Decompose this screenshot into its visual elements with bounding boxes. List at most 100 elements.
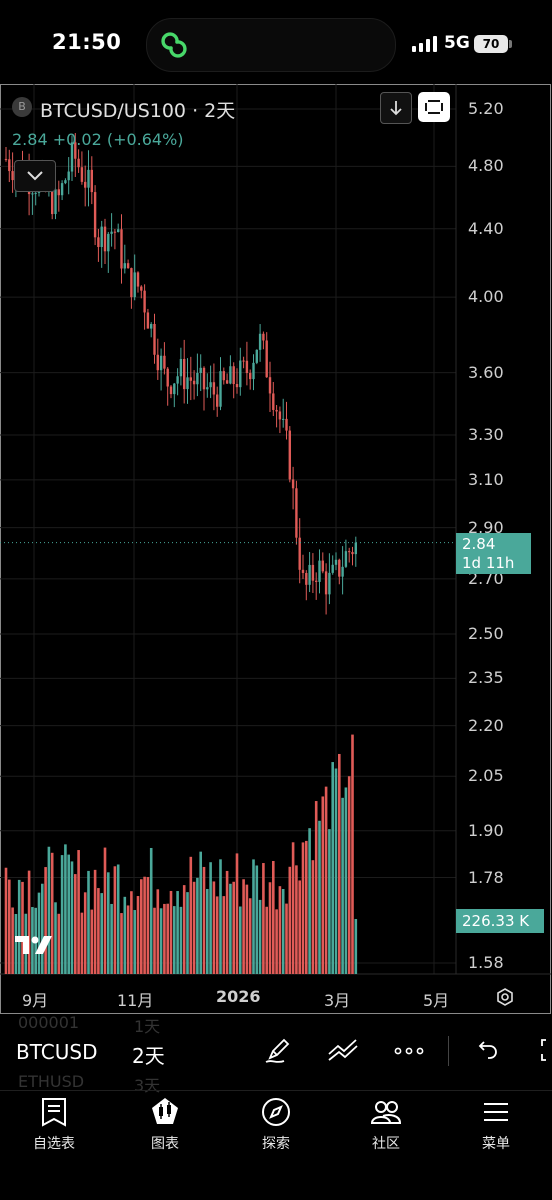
- trend-lines-icon[interactable]: [326, 1034, 360, 1066]
- volume-bar: [113, 866, 117, 974]
- candle-body: [183, 358, 186, 390]
- volume-bar: [11, 907, 14, 974]
- candle-body: [103, 226, 107, 252]
- chart-settings-icon[interactable]: [494, 986, 516, 1008]
- volume-bar: [169, 890, 173, 974]
- volume-bar: [311, 860, 315, 974]
- candle-body: [199, 367, 202, 373]
- link-rings-icon: [161, 32, 187, 58]
- candle-body: [334, 559, 338, 565]
- volume-bar: [242, 879, 245, 974]
- battery-tip: [509, 40, 512, 48]
- candle-body: [324, 571, 328, 595]
- scroll-to-latest-button[interactable]: [380, 92, 412, 124]
- more-icon[interactable]: [392, 1034, 426, 1066]
- volume-bar: [87, 870, 90, 974]
- dynamic-island: [146, 18, 396, 72]
- symbol-title[interactable]: BTCUSD/US100 · 2天: [40, 100, 236, 122]
- candle-body: [4, 158, 8, 160]
- volume-bar: [159, 908, 163, 974]
- candle-body: [196, 372, 199, 385]
- volume-bar: [153, 907, 156, 974]
- volume-bar: [272, 861, 275, 974]
- volume-bar: [133, 910, 136, 974]
- interval-selector[interactable]: 2天: [132, 1044, 165, 1068]
- candle-body: [136, 272, 140, 287]
- candle-body: [189, 377, 192, 381]
- undo-icon[interactable]: [472, 1034, 500, 1066]
- y-axis-label: 1.58: [468, 953, 504, 972]
- volume-bar: [173, 906, 176, 974]
- candle-body: [8, 159, 11, 172]
- volume-bar: [179, 906, 183, 974]
- price-chart[interactable]: [0, 84, 552, 1014]
- y-axis-label: 5.20: [468, 99, 504, 118]
- candle-body: [278, 411, 282, 420]
- nav-item-watchlist[interactable]: 自选表: [14, 1094, 94, 1158]
- x-axis-label: 3月: [324, 991, 351, 1010]
- volume-bar: [308, 828, 311, 974]
- candle-body: [328, 572, 331, 595]
- volume-bar: [206, 888, 209, 974]
- volume-bar: [288, 866, 292, 974]
- candle-body: [301, 569, 305, 573]
- y-axis-label: 2.20: [468, 715, 504, 735]
- battery-level: 70: [474, 35, 508, 53]
- y-axis-label: 2.05: [468, 766, 504, 786]
- volume-bar: [4, 867, 8, 974]
- fullscreen-button[interactable]: [418, 92, 450, 122]
- candle-body: [338, 559, 341, 577]
- volume-bar: [301, 842, 305, 974]
- collapse-legend-button[interactable]: [14, 160, 56, 192]
- nav-label-watchlist: 自选表: [33, 1136, 75, 1152]
- candle-body: [57, 189, 60, 196]
- candle-body: [341, 566, 344, 577]
- volume-bar: [70, 861, 74, 974]
- volume-bar: [255, 865, 259, 974]
- x-axis-label: 11月: [117, 991, 154, 1010]
- symbol-selector[interactable]: BTCUSD: [16, 1040, 98, 1064]
- watchlist-icon: [42, 1098, 66, 1127]
- volume-bar: [248, 898, 252, 974]
- nav-item-community[interactable]: 社区: [346, 1094, 426, 1158]
- nav-item-explore[interactable]: 探索: [236, 1094, 316, 1158]
- volume-bar: [196, 877, 199, 974]
- candle-body: [295, 488, 298, 538]
- volume-bar: [47, 846, 51, 974]
- volume-bar: [60, 855, 64, 974]
- candle-body: [212, 382, 216, 395]
- nav-item-menu[interactable]: 菜单: [456, 1094, 536, 1158]
- fullscreen-icon[interactable]: [532, 1034, 552, 1066]
- volume-bar: [120, 913, 123, 974]
- candle-body: [126, 263, 130, 269]
- candle-body: [308, 564, 311, 585]
- volume-bar: [93, 869, 97, 974]
- volume-bar: [146, 877, 150, 974]
- candle-body: [275, 409, 278, 412]
- candle-body: [133, 272, 136, 298]
- candle-body: [255, 349, 258, 363]
- candle-body: [93, 192, 97, 238]
- candle-body: [268, 377, 272, 394]
- volume-bar: [341, 797, 344, 974]
- volume-bar: [285, 903, 288, 974]
- volume-bar: [156, 889, 160, 974]
- last-price-value: 2.84: [462, 535, 496, 553]
- tradingview-logo-icon[interactable]: [14, 934, 60, 956]
- nav-label-chart: 图表: [151, 1136, 179, 1152]
- candle-body: [64, 180, 67, 184]
- volume-tag: 226.33 K: [456, 909, 544, 933]
- candle-body: [258, 333, 262, 350]
- volume-bar: [275, 909, 278, 974]
- y-axis-label: 4.00: [468, 287, 504, 307]
- volume-bar: [186, 892, 189, 974]
- candle-body: [130, 268, 133, 298]
- volume-bar: [41, 883, 44, 974]
- pen-icon[interactable]: [262, 1034, 294, 1066]
- candle-body: [173, 383, 176, 395]
- candle-body: [285, 418, 288, 431]
- nav-item-chart[interactable]: 图表: [125, 1094, 205, 1158]
- volume-bar: [209, 862, 212, 974]
- y-axis-label: 1.78: [468, 867, 504, 887]
- chart-frame[interactable]: [0, 84, 551, 1014]
